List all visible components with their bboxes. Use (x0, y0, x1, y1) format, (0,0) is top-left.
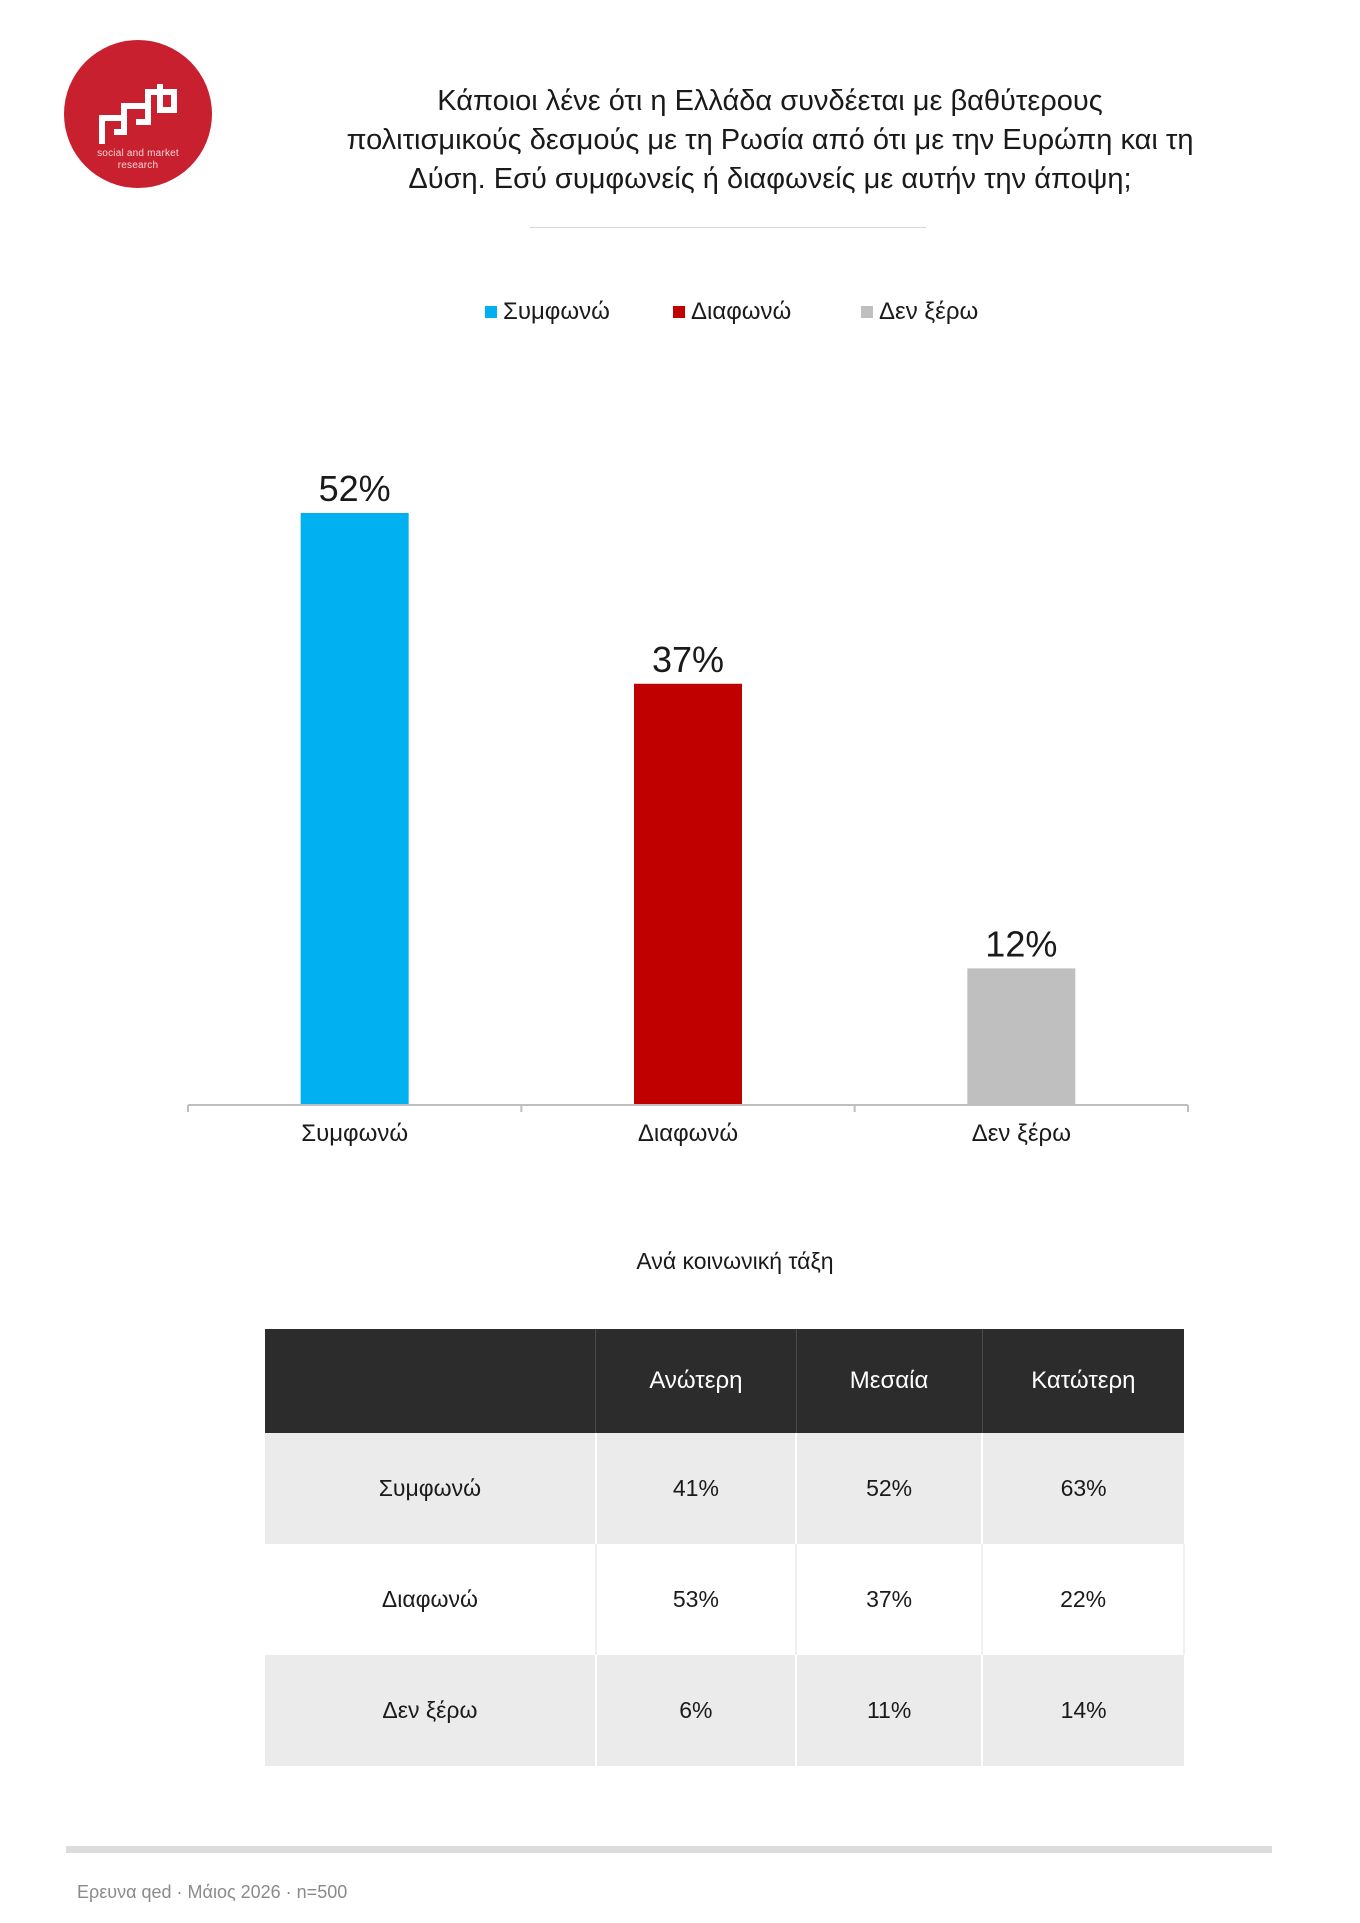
table-cell: 11% (796, 1655, 984, 1766)
legend-item-disagree: Διαφωνώ (673, 298, 791, 326)
qed-logo: social and market research (64, 40, 212, 188)
footer-source: Ερευνα qed · Μάιος 2026 · n=500 (77, 1882, 348, 1902)
x-tick-label-1: Διαφωνώ (638, 1120, 738, 1147)
table-cell: 6% (595, 1655, 798, 1766)
legend-label-dont-know: Δεν ξέρω (879, 298, 979, 325)
x-tick-label-2: Δεν ξέρω (972, 1120, 1071, 1147)
chart-legend: Συμφωνώ Διαφωνώ Δεν ξέρω (0, 298, 1360, 332)
bar-0 (300, 513, 409, 1105)
legend-swatch-agree (485, 306, 497, 318)
title-line-1: Κάποιοι λένε ότι η Ελλάδα συνδέεται με β… (437, 85, 1103, 117)
bar-2 (967, 968, 1076, 1105)
page-title: Κάποιοι λένε ότι η Ελλάδα συνδέεται με β… (290, 82, 1250, 199)
table-row-label: Δεν ξέρω (265, 1655, 597, 1766)
table-cell: 52% (796, 1433, 984, 1544)
table-cell: 22% (982, 1544, 1185, 1655)
bar-chart: 52% Συμφωνώ 37% Διαφωνώ 12% Δεν ξέρω (187, 468, 1189, 1147)
legend-item-dont-know: Δεν ξέρω (861, 298, 978, 326)
table-row-label: Συμφωνώ (265, 1433, 597, 1544)
table-cell: 53% (595, 1544, 798, 1655)
table-row-label: Διαφωνώ (265, 1544, 597, 1655)
legend-label-agree: Συμφωνώ (503, 298, 610, 325)
table-cell: 37% (796, 1544, 984, 1655)
qed-logo-mark (99, 84, 177, 144)
legend-item-agree: Συμφωνώ (485, 298, 610, 326)
table-header-row: Ανώτερη Μεσαία Κατώτερη (265, 1329, 1184, 1433)
bar-value-label-2: 12% (985, 923, 1057, 964)
table-row: Συμφωνώ 41% 52% 63% (265, 1433, 1184, 1544)
table-cell: 14% (982, 1655, 1184, 1766)
table-header-lower: Κατώτερη (982, 1329, 1184, 1433)
footer-divider (66, 1846, 1272, 1853)
title-line-3: Δύση. Εσύ συμφωνείς ή διαφωνείς με αυτήν… (408, 163, 1132, 195)
title-line-2: πολιτισμικούς δεσμούς με τη Ρωσία από ότ… (346, 124, 1194, 156)
logo-tagline-2: research (117, 160, 159, 171)
table-header-upper: Ανώτερη (595, 1329, 797, 1433)
x-tick-label-0: Συμφωνώ (301, 1120, 408, 1147)
table-subtitle: Ανά κοινωνική τάξη (636, 1248, 834, 1274)
table-cell: 63% (982, 1433, 1184, 1544)
legend-label-disagree: Διαφωνώ (691, 298, 792, 325)
legend-swatch-disagree (673, 306, 685, 318)
legend-swatch-dont-know (861, 306, 873, 318)
title-divider (530, 227, 926, 228)
table-cell: 41% (595, 1433, 798, 1544)
table-row: Διαφωνώ 53% 37% 22% (265, 1544, 1185, 1655)
bar-value-label-1: 37% (652, 639, 724, 680)
social-class-table: Ανώτερη Μεσαία Κατώτερη Συμφωνώ 41% 52% … (265, 1329, 1185, 1766)
logo-tagline-1: social and market (97, 148, 179, 159)
table-row: Δεν ξέρω 6% 11% 14% (265, 1655, 1184, 1766)
bar-value-label-0: 52% (319, 468, 391, 509)
table-header-blank (265, 1329, 597, 1433)
bar-1 (634, 683, 742, 1105)
table-header-middle: Μεσαία (796, 1329, 983, 1433)
